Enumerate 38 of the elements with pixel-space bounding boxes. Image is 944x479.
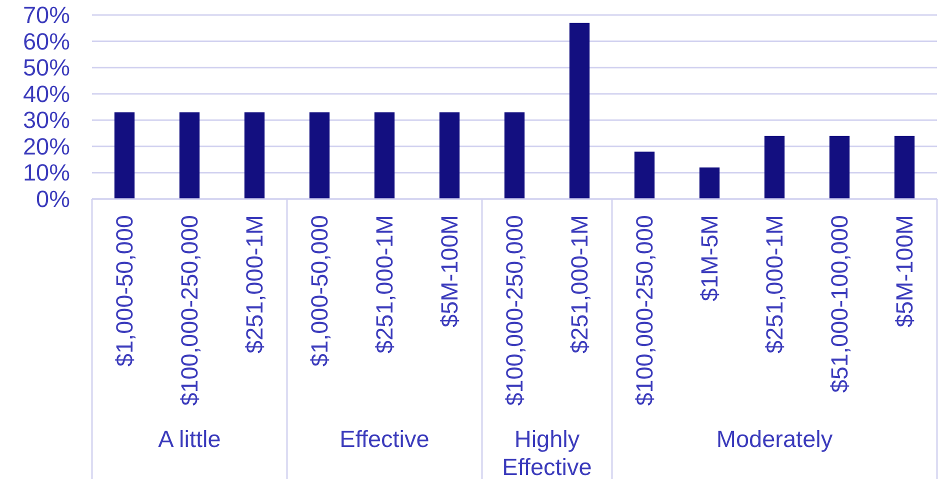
text: Effective [340,426,430,452]
y-tick-label: 30% [22,107,70,134]
y-tick-label: 70% [22,2,70,28]
x-tick-label: $251,000-1M [762,215,788,354]
x-tick-label: $5M-100M [892,215,918,328]
bar [569,22,590,199]
bar [374,112,395,199]
bar [634,152,655,199]
bar [179,112,200,199]
x-tick-label: $5M-100M [436,215,462,328]
text: Highly Effective [502,426,592,479]
y-tick-label: 40% [22,80,70,107]
x-tick-label: $100,000-250,000 [502,215,528,406]
y-tick-label: 10% [22,160,70,186]
x-tick-label: $1,000-50,000 [306,215,332,367]
bar [309,112,330,199]
x-tick-label: $1M-5M [696,215,722,302]
y-tick-label: 50% [22,54,70,81]
x-tick-label: $51,000-100,000 [826,215,852,393]
bar [764,136,785,199]
x-tick-label: $251,000-1M [566,215,592,354]
bar [504,112,525,199]
y-tick-label: 20% [22,133,70,160]
x-tick-label: $251,000-1M [372,215,398,354]
bar [244,112,265,199]
x-tick-label: $100,000-250,000 [632,215,658,406]
text: Moderately [716,426,833,452]
bar [114,112,135,199]
text: A little [158,426,221,452]
bar [699,167,720,199]
y-tick-label: 60% [22,28,70,54]
x-tick-label: $100,000-250,000 [176,215,202,406]
x-tick-label: $251,000-1M [242,215,268,354]
bar [829,136,850,199]
x-tick-label: $1,000-50,000 [112,215,138,367]
bar [894,136,915,199]
bar [439,112,460,199]
y-tick-label: 0% [36,186,70,212]
